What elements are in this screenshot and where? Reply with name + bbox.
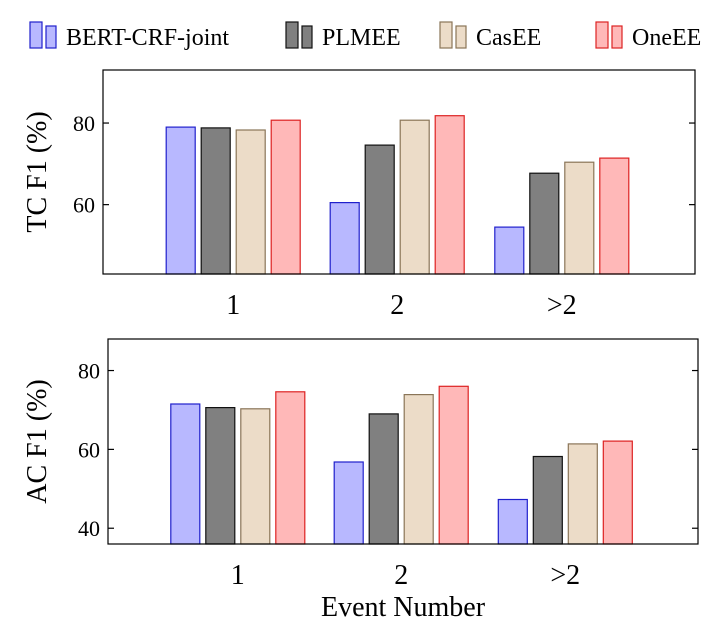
- bar-0-0-1: [200, 127, 231, 275]
- ac-f1-chart: 1 2 >2 40 60 80 AC F1 (%) Event Number: [22, 338, 699, 623]
- bar-0-1-0: [329, 202, 360, 275]
- y-tick-label: 80: [73, 111, 95, 136]
- bar-1-1-0: [333, 461, 364, 545]
- legend-swatch-oneee-a: [595, 21, 609, 49]
- bar-1-2-3: [602, 440, 633, 545]
- legend-swatch-plmee-b: [301, 25, 313, 49]
- bar-1-0-1: [205, 407, 236, 545]
- bar-1-0-0: [170, 403, 201, 545]
- y-tick-label: 60: [73, 193, 95, 218]
- plot-frame: [107, 338, 699, 545]
- x-axis-title: Event Number: [321, 592, 486, 623]
- tc-f1-chart: 1 2 >2 60 80 TC F1 (%): [22, 69, 696, 321]
- x-tick-label: 1: [226, 290, 240, 321]
- plot-frame: [102, 69, 696, 275]
- legend-swatch-bert-crf-joint-b: [45, 25, 57, 49]
- legend-swatch-casee-b: [455, 25, 467, 49]
- bar-1-1-1: [368, 413, 399, 545]
- bar-0-1-2: [399, 119, 430, 275]
- x-tick-label: >2: [550, 560, 580, 591]
- x-tick-label: >2: [547, 290, 577, 321]
- legend-swatch-oneee-b: [611, 25, 623, 49]
- bar-0-1-3: [434, 115, 465, 275]
- bar-0-0-2: [235, 129, 266, 275]
- bar-0-1-1: [364, 144, 395, 275]
- bar-1-0-3: [275, 391, 306, 545]
- y-tick-label: 80: [78, 359, 100, 384]
- legend-swatch-casee-a: [439, 21, 453, 49]
- bar-1-1-2: [403, 394, 434, 545]
- bar-1-1-3: [438, 385, 469, 545]
- y-tick-label: 40: [78, 516, 100, 541]
- legend-swatch-bert-crf-joint-a: [29, 21, 43, 49]
- legend-label-casee: CasEE: [476, 25, 541, 51]
- legend-label-oneee: OneEE: [632, 25, 701, 51]
- bar-1-0-2: [240, 408, 271, 545]
- legend-label-plmee: PLMEE: [322, 25, 401, 51]
- y-axis-title: TC F1 (%): [22, 111, 53, 232]
- bar-1-2-2: [567, 443, 598, 545]
- bar-0-2-3: [599, 157, 630, 275]
- x-tick-label: 1: [231, 560, 245, 591]
- x-tick-label: 2: [390, 290, 404, 321]
- y-tick-label: 60: [78, 437, 100, 462]
- bar-0-0-3: [270, 119, 301, 275]
- legend-swatch-plmee-a: [285, 21, 299, 49]
- legend: BERT-CRF-joint PLMEE CasEE OneEE: [29, 21, 701, 51]
- x-tick-label: 2: [394, 560, 408, 591]
- bar-0-0-0: [165, 126, 196, 275]
- bar-0-2-1: [529, 172, 560, 275]
- bar-0-2-2: [564, 161, 595, 275]
- legend-label-bert-crf-joint: BERT-CRF-joint: [66, 25, 229, 51]
- bar-1-2-0: [497, 498, 528, 545]
- bar-1-2-1: [532, 455, 563, 545]
- y-axis-title: AC F1 (%): [22, 379, 53, 503]
- bar-0-2-0: [494, 226, 525, 275]
